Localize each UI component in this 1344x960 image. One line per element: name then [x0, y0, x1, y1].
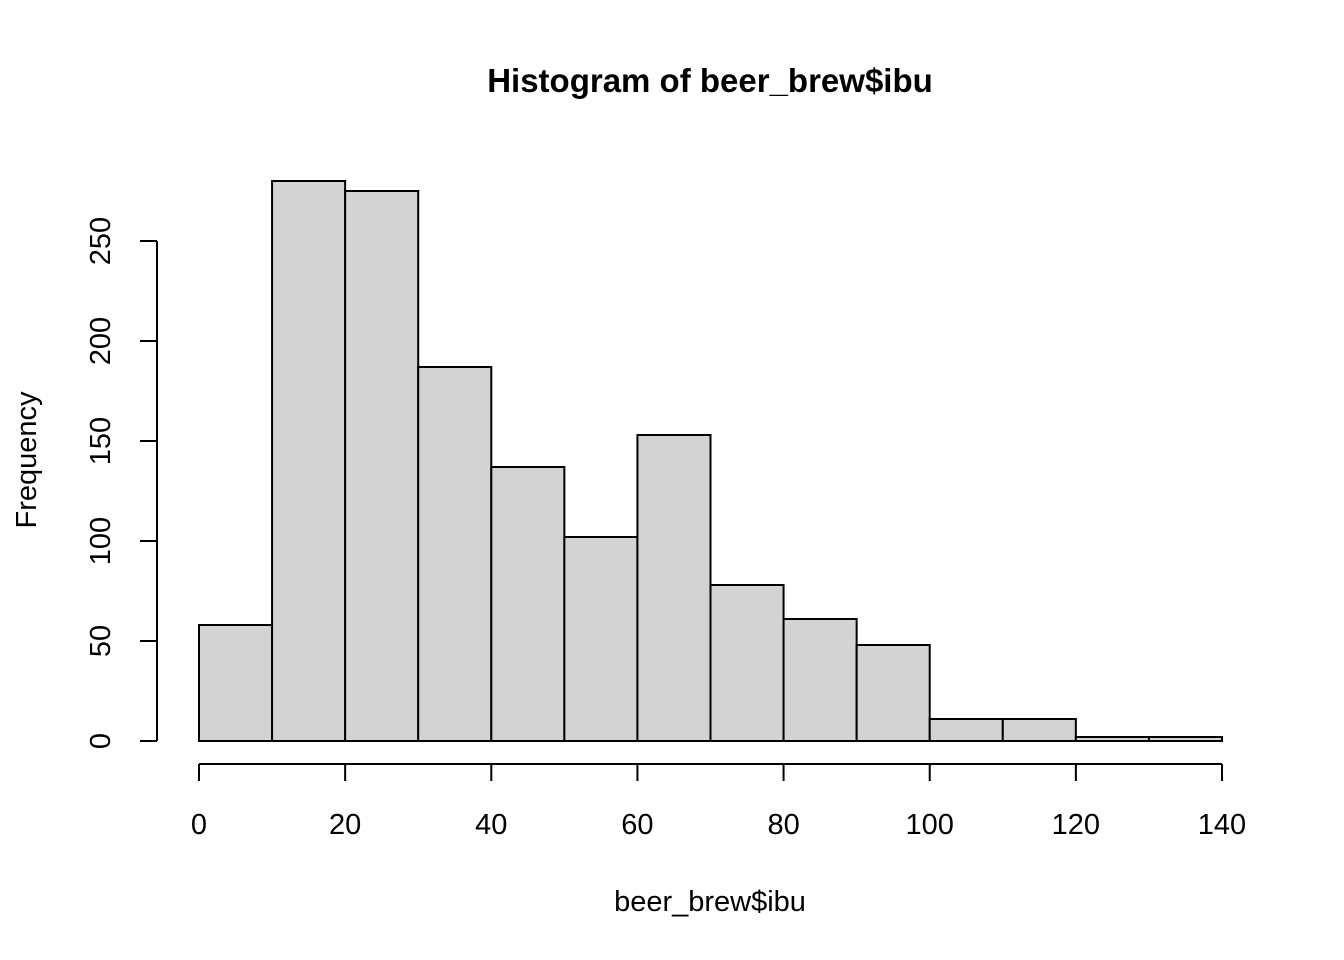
y-tick-label: 150: [85, 417, 117, 465]
histogram-bar: [709, 584, 785, 742]
y-axis-label: Frequency: [11, 391, 43, 529]
histogram-bars: [198, 180, 1224, 742]
histogram-bar: [1074, 736, 1150, 742]
x-tick-label: 40: [475, 809, 507, 841]
histogram-bar: [344, 190, 420, 742]
histogram-bar: [636, 434, 712, 742]
x-tick-label: 60: [621, 809, 653, 841]
y-tick-label: 100: [85, 517, 117, 565]
histogram-bar: [563, 536, 639, 742]
x-axis: 0 20 40 60 80 100 120 140: [191, 763, 1246, 841]
x-tick-label: 100: [906, 809, 954, 841]
x-tick-label: 120: [1052, 809, 1100, 841]
histogram-bar: [855, 644, 931, 742]
chart-title: Histogram of beer_brew$ibu: [487, 62, 933, 99]
histogram-bar: [782, 618, 858, 742]
y-tick-label: 250: [85, 217, 117, 265]
histogram-bar: [271, 180, 347, 742]
y-tick-label: 0: [85, 733, 117, 749]
x-tick-label: 80: [767, 809, 799, 841]
y-tick-label: 50: [85, 625, 117, 657]
histogram-bar: [417, 366, 493, 742]
histogram-bar: [1001, 718, 1077, 742]
x-tick-label: 0: [191, 809, 207, 841]
y-tick-label: 200: [85, 317, 117, 365]
x-axis-label: beer_brew$ibu: [614, 886, 806, 918]
histogram-bar: [490, 466, 566, 742]
histogram-bar: [1147, 736, 1224, 742]
x-tick-label: 140: [1198, 809, 1246, 841]
histogram-bar: [928, 718, 1004, 742]
x-tick-label: 20: [329, 809, 361, 841]
y-axis: 0 50 100 150 200 250: [85, 217, 158, 749]
histogram-bar: [198, 624, 274, 742]
